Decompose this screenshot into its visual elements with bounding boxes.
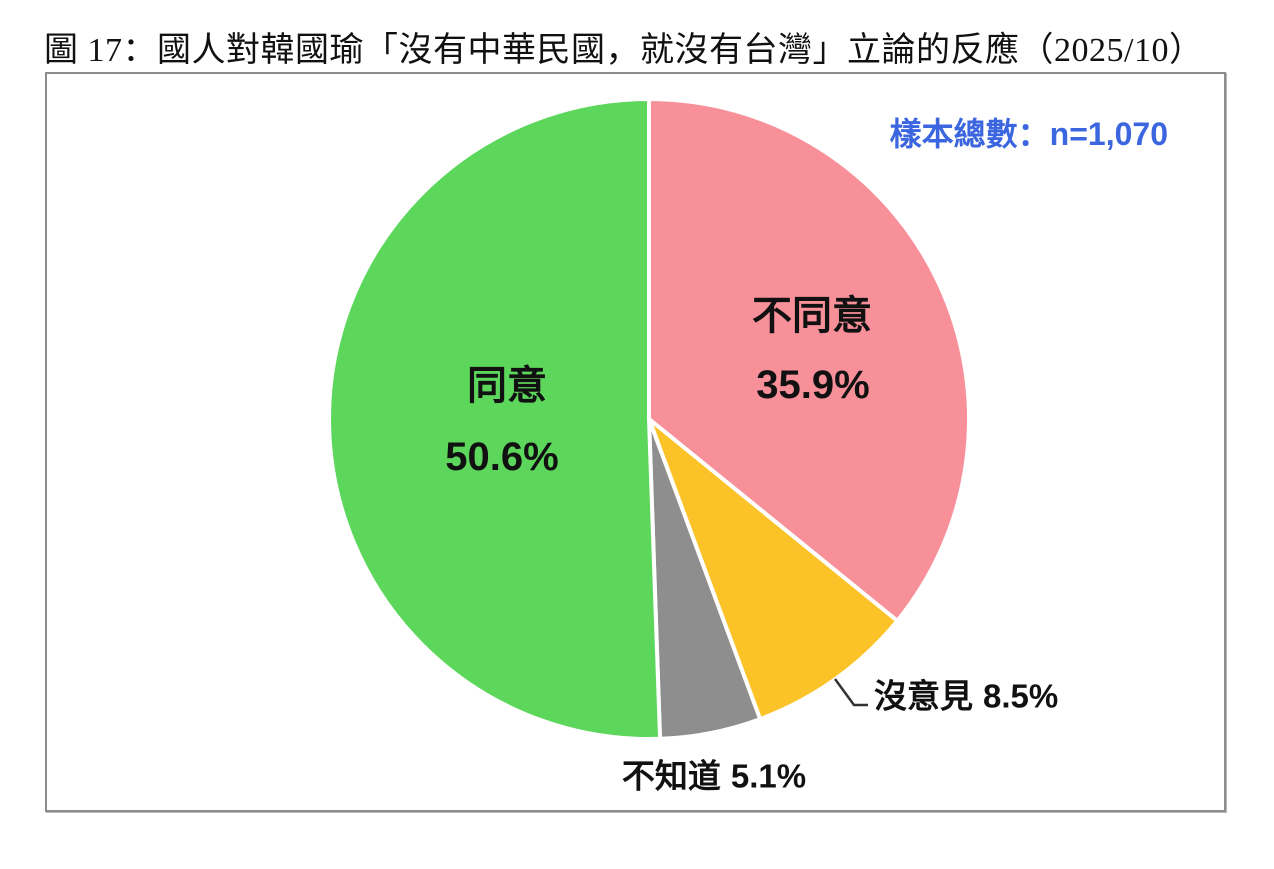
label-disagree: 不同意	[752, 294, 872, 338]
pie-slice-agree	[327, 97, 663, 741]
label-disagree-pct: 35.9%	[756, 363, 870, 407]
pie-slice-disagree	[647, 97, 971, 623]
label-agree-pct: 50.6%	[445, 435, 559, 479]
label-dont-know-pct: 5.1%	[730, 757, 807, 795]
figure-title: 圖 17：國人對韓國瑜「沒有中華民國，就沒有台灣」立論的反應（2025/10）	[44, 32, 1204, 69]
label-dont-know-text: 不知道	[621, 757, 721, 795]
chart-panel: 樣本總數：n=1,070 同意 50.6% 不同意 35.9% 沒意見 8.5% …	[45, 72, 1226, 812]
sample-size-note: 樣本總數：n=1,070	[889, 116, 1168, 152]
callout-leader-line	[833, 678, 868, 707]
label-agree: 同意	[467, 364, 547, 408]
label-dont-know: 不知道 5.1%	[622, 760, 806, 793]
pie-chart-svg	[327, 97, 971, 741]
pie-slices-group	[327, 97, 971, 741]
label-no-opinion-text: 沒意見	[874, 677, 973, 715]
label-no-opinion-pct: 8.5%	[983, 677, 1059, 715]
label-no-opinion: 沒意見 8.5%	[874, 680, 1058, 713]
